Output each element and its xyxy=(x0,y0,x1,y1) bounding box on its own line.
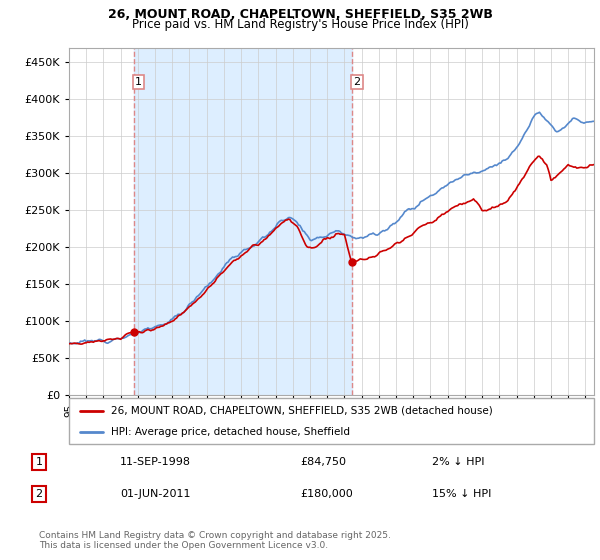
Text: 2% ↓ HPI: 2% ↓ HPI xyxy=(432,457,485,467)
Text: 2: 2 xyxy=(35,489,43,499)
Text: £180,000: £180,000 xyxy=(300,489,353,499)
Text: £84,750: £84,750 xyxy=(300,457,346,467)
Text: 26, MOUNT ROAD, CHAPELTOWN, SHEFFIELD, S35 2WB (detached house): 26, MOUNT ROAD, CHAPELTOWN, SHEFFIELD, S… xyxy=(111,405,493,416)
Text: Contains HM Land Registry data © Crown copyright and database right 2025.
This d: Contains HM Land Registry data © Crown c… xyxy=(39,531,391,550)
Text: 1: 1 xyxy=(135,77,142,87)
Text: Price paid vs. HM Land Registry's House Price Index (HPI): Price paid vs. HM Land Registry's House … xyxy=(131,18,469,31)
Text: 1: 1 xyxy=(35,457,43,467)
Text: 2: 2 xyxy=(353,77,361,87)
Text: 26, MOUNT ROAD, CHAPELTOWN, SHEFFIELD, S35 2WB: 26, MOUNT ROAD, CHAPELTOWN, SHEFFIELD, S… xyxy=(107,8,493,21)
Text: 11-SEP-1998: 11-SEP-1998 xyxy=(120,457,191,467)
Text: 01-JUN-2011: 01-JUN-2011 xyxy=(120,489,191,499)
Text: 15% ↓ HPI: 15% ↓ HPI xyxy=(432,489,491,499)
Bar xyxy=(134,48,352,395)
Text: HPI: Average price, detached house, Sheffield: HPI: Average price, detached house, Shef… xyxy=(111,427,350,437)
